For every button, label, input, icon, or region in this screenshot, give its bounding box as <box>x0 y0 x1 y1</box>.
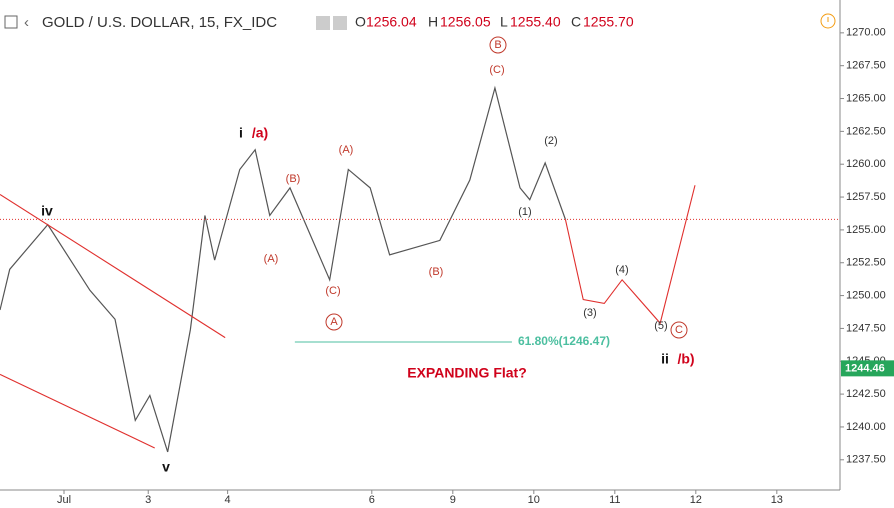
settings-icon[interactable] <box>333 16 347 30</box>
wave-label: (3) <box>583 307 596 319</box>
wave-label: (C) <box>489 64 504 76</box>
wave-label: iv <box>41 203 53 219</box>
high-value: 1256.05 <box>440 14 491 30</box>
x-tick-label: 3 <box>145 494 151 506</box>
y-tick-label: 1267.50 <box>846 60 886 72</box>
wave-label: (4) <box>615 264 628 276</box>
wave-label: (A) <box>339 144 354 156</box>
y-tick-label: 1260.00 <box>846 158 886 170</box>
x-tick-label: 6 <box>369 494 375 506</box>
wave-label: /a) <box>252 125 268 141</box>
annotation-circle <box>489 36 507 54</box>
projection-line <box>0 193 226 339</box>
low-key: L <box>500 14 508 30</box>
wave-label: (C) <box>325 285 340 297</box>
last-price-box <box>841 360 894 377</box>
x-tick-label: 9 <box>450 494 456 506</box>
wave-label: i <box>239 125 243 141</box>
collapse-icon[interactable]: ‹ <box>24 14 29 31</box>
fib-label: 61.80%(1246.47) <box>518 334 610 348</box>
header: ‹ GOLD / U.S. DOLLAR, 15, FX_IDC O 1256.… <box>4 13 836 31</box>
wave-label: B <box>494 39 501 51</box>
open-value: 1256.04 <box>366 14 417 30</box>
y-tick-label: 1265.00 <box>846 92 886 104</box>
wave-label: EXPANDING Flat? <box>407 365 527 381</box>
y-tick-label: 1250.00 <box>846 289 886 301</box>
last-price-label: 1244.46 <box>845 362 885 374</box>
y-tick-label: 1262.50 <box>846 125 886 137</box>
x-tick-label: Jul <box>57 494 71 506</box>
price-line <box>0 85 566 453</box>
wave-label: /b) <box>677 351 694 367</box>
wave-label: v <box>162 459 170 475</box>
wave-label: (1) <box>518 206 531 218</box>
x-tick-label: 11 <box>609 494 620 506</box>
y-tick-label: 1257.50 <box>846 191 886 203</box>
high-key: H <box>428 14 438 30</box>
annotation-circle <box>670 321 688 339</box>
y-tick-label: 1237.50 <box>846 454 886 466</box>
symbol: GOLD / U.S. DOLLAR, 15, FX_IDC <box>42 14 277 31</box>
wave-label: (A) <box>264 253 279 265</box>
x-tick-label: 10 <box>528 494 540 506</box>
wave-label: A <box>330 316 338 328</box>
close-key: C <box>571 14 581 30</box>
x-tick-label: 12 <box>690 494 702 506</box>
y-tick-label: 1240.00 <box>846 421 886 433</box>
y-tick-label: 1242.50 <box>846 388 886 400</box>
projection-line <box>0 373 155 449</box>
low-value: 1255.40 <box>510 14 561 30</box>
wave-label: C <box>675 324 683 336</box>
projection-line <box>564 185 696 325</box>
open-key: O <box>355 14 366 30</box>
y-tick-label: 1252.50 <box>846 257 886 269</box>
eye-icon[interactable] <box>316 16 330 30</box>
y-tick-label: 1247.50 <box>846 322 886 334</box>
wave-label: (5) <box>654 320 667 332</box>
expand-icon[interactable] <box>4 15 18 29</box>
alert-icon[interactable] <box>820 13 836 29</box>
wave-label: (B) <box>429 266 444 278</box>
x-tick-label: 13 <box>771 494 783 506</box>
close-value: 1255.70 <box>583 14 634 30</box>
y-tick-label: 1270.00 <box>846 27 886 39</box>
wave-label: (2) <box>544 135 557 147</box>
wave-label: (B) <box>286 173 301 185</box>
y-tick-label: 1255.00 <box>846 224 886 236</box>
annotation-circle <box>325 313 343 331</box>
x-tick-label: 4 <box>225 494 231 506</box>
wave-label: ii <box>661 351 669 367</box>
